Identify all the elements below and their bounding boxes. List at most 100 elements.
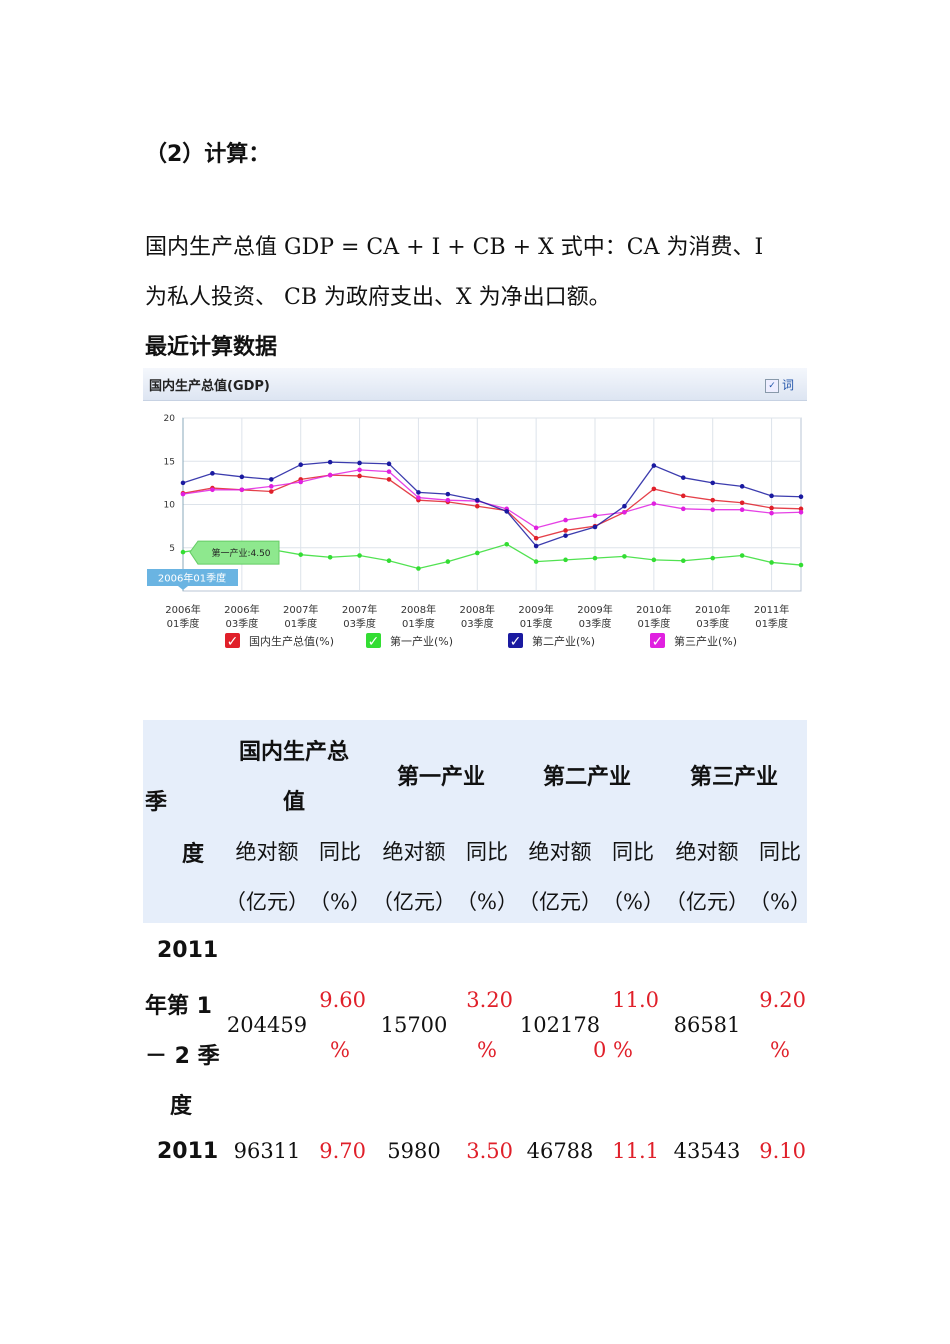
x-tick-label: 2007年 [342, 603, 377, 616]
data-point [592, 555, 598, 561]
data-point [504, 541, 510, 547]
data-point [710, 480, 716, 486]
x-tick-label: 01季度 [637, 617, 670, 630]
cell-absolute: 96311 [233, 1139, 301, 1163]
data-point [680, 558, 686, 564]
legend-check-icon: ✓ [652, 634, 664, 650]
data-point [298, 552, 304, 557]
header-absolute-unit: （亿元） [665, 890, 749, 914]
data-point [651, 501, 657, 506]
data-point [739, 507, 745, 512]
header-yoy: 同比 [759, 840, 801, 864]
cell-absolute: 5980 [387, 1139, 441, 1163]
data-point [680, 506, 686, 512]
data-point [357, 467, 362, 473]
cell-yoy: 9.20 [759, 988, 806, 1012]
series-tooltip-text: 第一产业:4.50 [211, 547, 270, 559]
cell-yoy: 11.0 [612, 988, 659, 1012]
data-point [210, 471, 215, 476]
data-point [386, 477, 392, 482]
cell-absolute: 46788 [526, 1139, 594, 1163]
legend-check-icon: ✓ [510, 634, 522, 650]
data-point [769, 510, 774, 516]
header-gdp: 国内生产总 [238, 740, 350, 765]
data-point [533, 559, 539, 564]
data-point [533, 525, 539, 531]
data-point [239, 487, 245, 493]
row-season: － 2 季 [145, 1044, 220, 1069]
x-tick-label: 01季度 [167, 617, 200, 630]
data-point [327, 459, 333, 465]
header-absolute: 绝对额 [528, 840, 592, 864]
data-point [268, 489, 274, 494]
data-point [651, 486, 657, 492]
header-yoy: 同比 [319, 840, 361, 864]
cell-absolute: 86581 [673, 1013, 741, 1037]
chart-title: 国内生产总值(GDP) [149, 379, 270, 394]
header-yoy: 同比 [466, 840, 508, 864]
row-season: 年第 1 [145, 994, 212, 1019]
checkbox-icon: ✓ [765, 378, 779, 393]
cell-yoy: 3.20 [466, 988, 513, 1012]
data-point [563, 517, 568, 523]
panel-action-label: 词 [782, 378, 795, 392]
data-point [327, 554, 333, 560]
data-point [416, 566, 421, 571]
panel-action-button[interactable]: ✓ 词 [765, 376, 794, 393]
x-tick-label: 2008年 [460, 603, 495, 616]
data-point [710, 555, 716, 561]
header-yoy-unit: （%） [602, 890, 664, 914]
legend-check-icon: ✓ [368, 634, 380, 650]
data-point [798, 506, 804, 512]
data-point [210, 487, 215, 493]
legend-checkbox [508, 633, 523, 648]
data-point [474, 497, 480, 503]
header-gdp: 值 [282, 790, 306, 815]
data-point [357, 473, 362, 479]
x-tick-label: 01季度 [755, 617, 788, 630]
header-absolute: 绝对额 [235, 840, 299, 864]
cell-absolute: 102178 [519, 1013, 601, 1037]
header-season: 季 [145, 790, 168, 815]
x-tick-label: 2010年 [636, 603, 671, 616]
header-yoy: 同比 [612, 840, 654, 864]
data-point [298, 479, 304, 485]
legend-checkbox [225, 633, 240, 648]
data-point [298, 462, 304, 468]
x-tick-label: 2009年 [577, 603, 612, 616]
series-line [182, 461, 802, 547]
data-point [357, 553, 362, 558]
data-point [533, 535, 539, 541]
x-tick-label: 01季度 [402, 617, 435, 630]
cell-yoy: 9.60 [319, 988, 366, 1012]
header-absolute-unit: （亿元） [518, 890, 602, 914]
data-point [769, 505, 774, 511]
cell-absolute: 43543 [673, 1139, 741, 1163]
data-point [416, 495, 421, 500]
legend-check-icon: ✓ [227, 634, 239, 650]
x-tick-label: 2006年 [165, 603, 200, 616]
data-point [622, 503, 627, 509]
data-point [798, 494, 804, 500]
cell-yoy: 9.10 [759, 1139, 806, 1163]
data-point [592, 513, 598, 519]
data-point [445, 491, 451, 497]
header-season: 度 [182, 842, 205, 867]
x-tick-label: 03季度 [225, 617, 258, 630]
legend-checkbox [366, 633, 381, 648]
data-point [386, 461, 392, 467]
x-tooltip-text: 2006年01季度 [158, 572, 226, 585]
chart-panel-header: 国内生产总值(GDP) ✓ 词 [143, 368, 807, 401]
row-season: 2011 [157, 938, 219, 963]
subheading: 最近计算数据 [145, 335, 278, 360]
data-point [474, 550, 480, 556]
data-point [739, 484, 745, 489]
legend-label: 国内生产总值(%) [249, 634, 334, 648]
y-tick-label: 5 [169, 544, 175, 554]
data-point [239, 474, 245, 480]
row-season: 2011 [157, 1139, 219, 1164]
legend-label: 第三产业(%) [674, 634, 737, 648]
x-tick-label: 2010年 [695, 603, 730, 616]
x-tick-label: 2009年 [518, 603, 553, 616]
x-tick-label: 01季度 [520, 617, 553, 630]
